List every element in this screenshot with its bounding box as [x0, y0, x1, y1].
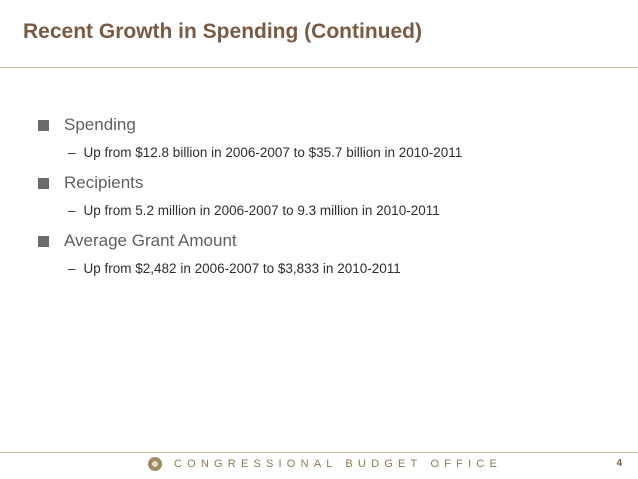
square-bullet-icon — [38, 177, 49, 189]
bullet-item-spending: Spending — [38, 113, 618, 137]
page-number: 4 — [616, 458, 622, 469]
dash-marker: – — [68, 144, 76, 160]
bullet-item-average-grant: Average Grant Amount — [38, 229, 618, 253]
footer: CONGRESSIONAL BUDGET OFFICE — [148, 457, 502, 471]
sub-bullet-spending: – Up from $12.8 billion in 2006-2007 to … — [68, 141, 618, 163]
sub-bullet-recipients: – Up from 5.2 million in 2006-2007 to 9.… — [68, 199, 618, 221]
sub-bullet-average-grant: – Up from $2,482 in 2006-2007 to $3,833 … — [68, 257, 618, 279]
cbo-seal-icon — [148, 457, 162, 471]
bullet-item-recipients: Recipients — [38, 171, 618, 195]
dash-marker: – — [68, 202, 76, 218]
sub-bullet-text: Up from $12.8 billion in 2006-2007 to $3… — [83, 144, 463, 160]
slide-title: Recent Growth in Spending (Continued) — [23, 20, 422, 43]
square-bullet-icon — [38, 119, 49, 131]
title-divider — [0, 67, 638, 68]
organization-name: CONGRESSIONAL BUDGET OFFICE — [174, 458, 503, 470]
sub-bullet-text: Up from 5.2 million in 2006-2007 to 9.3 … — [83, 202, 440, 218]
bullet-list: Spending – Up from $12.8 billion in 2006… — [38, 113, 618, 287]
sub-bullet-text: Up from $2,482 in 2006-2007 to $3,833 in… — [83, 260, 401, 276]
dash-marker: – — [68, 260, 76, 276]
bullet-label: Recipients — [64, 173, 144, 192]
square-bullet-icon — [38, 235, 49, 247]
footer-divider — [0, 452, 638, 453]
bullet-label: Average Grant Amount — [64, 231, 237, 250]
bullet-label: Spending — [64, 115, 136, 134]
